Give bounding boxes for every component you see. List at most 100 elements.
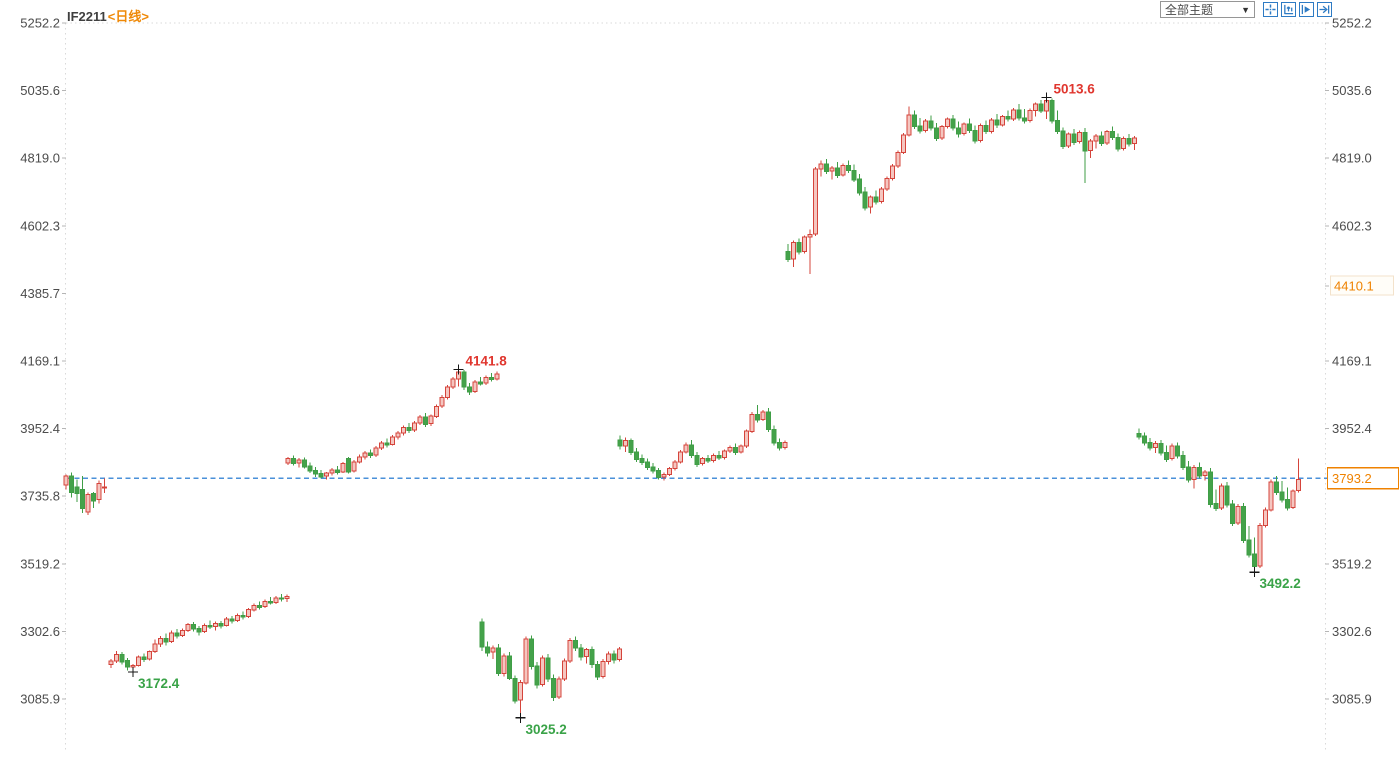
extreme-value-label: 5013.6 bbox=[1054, 82, 1096, 97]
axis-label-left: 3952.4 bbox=[20, 421, 60, 436]
candle-body bbox=[169, 632, 174, 642]
toolbar-icon-group bbox=[1260, 2, 1332, 17]
candle-body bbox=[335, 469, 340, 473]
candle-body bbox=[340, 463, 346, 473]
page-forward-button[interactable] bbox=[1317, 2, 1332, 17]
axis-label-left: 3519.2 bbox=[20, 556, 60, 571]
crosshair-button[interactable] bbox=[1263, 2, 1278, 17]
candle-body bbox=[573, 639, 578, 649]
axis-label-left: 4602.3 bbox=[20, 218, 60, 233]
candle-body bbox=[485, 646, 490, 654]
candle-body bbox=[318, 473, 324, 478]
candle-body bbox=[445, 386, 450, 398]
candle-body bbox=[650, 466, 656, 472]
candle-body bbox=[362, 452, 368, 458]
candle-body bbox=[69, 475, 74, 493]
candle-body bbox=[807, 234, 813, 238]
candle-body bbox=[489, 377, 494, 381]
candle-body bbox=[1197, 466, 1202, 477]
axis-label-right: 3085.9 bbox=[1332, 692, 1372, 707]
candle-body bbox=[978, 124, 983, 141]
candle-body bbox=[390, 436, 395, 445]
candle-body bbox=[901, 134, 906, 153]
candle-body bbox=[136, 656, 141, 666]
candle-body bbox=[829, 167, 835, 172]
candle-body bbox=[91, 493, 96, 502]
candle-body bbox=[1202, 471, 1208, 476]
candle-body bbox=[796, 242, 802, 253]
candle-body bbox=[749, 413, 755, 432]
candle-body bbox=[1268, 481, 1274, 511]
candle-body bbox=[202, 624, 207, 632]
extreme-cross-marker bbox=[1041, 92, 1052, 103]
candle-body bbox=[672, 461, 678, 470]
candle-body bbox=[1060, 130, 1066, 148]
candle-body bbox=[700, 458, 705, 465]
candle-body bbox=[1285, 498, 1290, 509]
chart-toolbar: 全部主题 ▼ bbox=[1160, 1, 1332, 18]
candle-body bbox=[529, 638, 534, 668]
auto-scale-icon bbox=[1284, 4, 1294, 15]
candle-body bbox=[1099, 135, 1104, 144]
candle-body bbox=[956, 127, 961, 135]
candle-body bbox=[928, 120, 934, 129]
candle-body bbox=[284, 596, 290, 599]
candle-body bbox=[857, 178, 862, 194]
candle-body bbox=[512, 677, 518, 702]
candle-body bbox=[972, 129, 978, 142]
candle-body bbox=[257, 604, 262, 608]
candle-body bbox=[412, 422, 417, 431]
candle-body bbox=[766, 411, 771, 430]
candle-body bbox=[1147, 442, 1153, 449]
candle-body bbox=[1027, 109, 1033, 121]
theme-dropdown[interactable]: 全部主题 ▼ bbox=[1160, 1, 1255, 18]
candle-body bbox=[235, 614, 240, 621]
candle-body bbox=[1033, 103, 1038, 111]
candle-body bbox=[439, 397, 445, 407]
candle-body bbox=[906, 114, 912, 136]
candle-body bbox=[1000, 116, 1005, 126]
extreme-cross-marker bbox=[128, 667, 138, 677]
axis-label-left: 3302.6 bbox=[20, 624, 60, 639]
candle-body bbox=[667, 468, 672, 475]
candle-body bbox=[961, 123, 967, 135]
candle-body bbox=[246, 609, 251, 618]
candle-body bbox=[1296, 478, 1301, 491]
axis-label-right: 4819.0 bbox=[1332, 151, 1372, 166]
candle-body bbox=[1290, 490, 1296, 508]
candle-body bbox=[884, 178, 890, 190]
candle-body bbox=[562, 660, 567, 680]
axis-label-right: 3519.2 bbox=[1332, 556, 1372, 571]
theme-dropdown-label: 全部主题 bbox=[1165, 3, 1214, 17]
candle-body bbox=[395, 432, 401, 438]
candle-body bbox=[760, 411, 766, 420]
extreme-cross-marker bbox=[1249, 567, 1260, 578]
candle-body bbox=[683, 444, 689, 453]
candle-body bbox=[523, 638, 529, 684]
candle-body bbox=[285, 458, 291, 464]
period-label: <日线> bbox=[107, 9, 149, 24]
candle-body bbox=[716, 455, 722, 459]
candle-body bbox=[1175, 445, 1180, 457]
candle-body bbox=[158, 637, 163, 645]
playback-button[interactable] bbox=[1299, 2, 1314, 17]
candle-body bbox=[540, 657, 545, 686]
candle-body bbox=[74, 486, 80, 495]
candle-body bbox=[1213, 503, 1219, 510]
candle-body bbox=[1246, 539, 1252, 556]
axis-label-right: 5035.6 bbox=[1332, 83, 1372, 98]
candle-body bbox=[163, 637, 169, 643]
candle-body bbox=[611, 653, 617, 661]
auto-scale-button[interactable] bbox=[1281, 2, 1296, 17]
candle-body bbox=[1257, 525, 1263, 567]
candle-body bbox=[1005, 116, 1011, 120]
candle-body bbox=[873, 196, 879, 203]
candle-body bbox=[851, 169, 857, 181]
candle-body bbox=[777, 442, 782, 449]
candle-body bbox=[130, 664, 136, 668]
candle-body bbox=[755, 413, 760, 421]
extreme-cross-marker bbox=[453, 364, 464, 375]
candle-body bbox=[313, 470, 318, 475]
